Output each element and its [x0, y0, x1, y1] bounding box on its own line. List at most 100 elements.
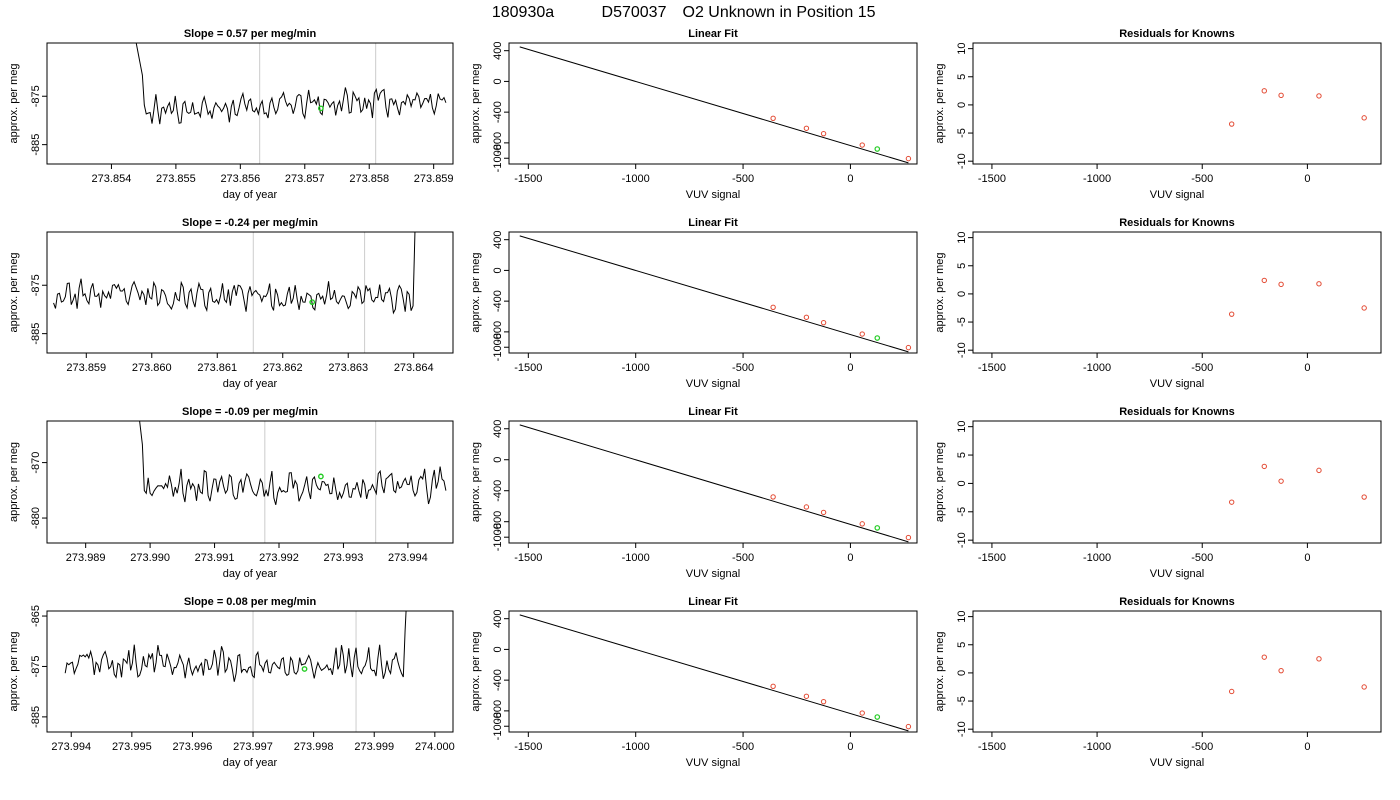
- x-tick-label: 0: [847, 741, 853, 753]
- residual-point: [1316, 93, 1322, 99]
- y-axis-label: approx. per meg: [8, 442, 20, 522]
- panel-title: Linear Fit: [688, 217, 738, 229]
- panel-row4-linear-fit: Linear Fit-1500 -1000 -500 0-1000-800-40004…: [470, 596, 918, 769]
- residual-point: [1228, 499, 1235, 505]
- known-point: [820, 130, 827, 137]
- panel-title: Linear Fit: [688, 28, 738, 40]
- x-axis-label: VUV signal: [686, 568, 740, 580]
- y-tick-label: 0: [492, 457, 504, 463]
- x-tick-label: -500: [732, 741, 754, 753]
- y-axis-label: approx. per meg: [470, 442, 482, 522]
- x-tick-label: 0: [1304, 362, 1310, 374]
- x-axis-label: VUV signal: [686, 757, 740, 769]
- title-description: O2 Unknown in Position 15: [683, 4, 876, 21]
- unknown-point: [874, 335, 881, 341]
- residual-point: [1278, 92, 1284, 99]
- x-tick-label: 273.998: [294, 741, 334, 753]
- x-tick-label: -1500: [978, 362, 1006, 374]
- plot-frame: [508, 231, 918, 354]
- y-tick-label: 0: [492, 78, 504, 84]
- x-tick-label: 274.000: [415, 741, 455, 753]
- panel-title: Residuals for Knowns: [1119, 28, 1235, 40]
- x-tick-label: 0: [847, 362, 853, 374]
- plot-frame: [972, 610, 1382, 733]
- panel-title: Slope = 0.08 per meg/min: [184, 596, 317, 608]
- panel-row1-timeseries: Slope = 0.57 per meg/min 273.854 273.855 27…: [8, 28, 454, 201]
- known-point: [859, 142, 865, 148]
- x-tick-label: 273.994: [388, 552, 428, 564]
- y-tick-label: 10: [956, 43, 968, 55]
- x-tick-label: -1000: [622, 173, 650, 185]
- panel-row1-linear-fit: Linear Fit-1500 -1000 -500 0-1000-800-40004…: [470, 28, 918, 201]
- fit-line: [519, 424, 909, 543]
- known-point: [905, 723, 912, 730]
- x-tick-label: -500: [732, 552, 754, 564]
- x-tick-label: 0: [847, 173, 853, 185]
- known-point: [770, 683, 776, 689]
- x-tick-label: 273.864: [394, 362, 434, 374]
- x-tick-label: 273.993: [324, 552, 364, 564]
- unknown-marker: [317, 105, 324, 112]
- unknown-point: [874, 525, 881, 531]
- x-tick-label: 0: [1304, 741, 1310, 753]
- unknown-marker: [309, 299, 316, 306]
- x-tick-label: 273.862: [263, 362, 303, 374]
- residual-point: [1361, 305, 1367, 311]
- x-tick-label: 273.999: [354, 741, 394, 753]
- x-tick-label: -1500: [514, 552, 542, 564]
- x-axis-label: VUV signal: [686, 189, 740, 201]
- residual-point: [1261, 654, 1267, 660]
- y-tick-label: -5: [956, 128, 968, 138]
- y-tick-label: 0: [492, 267, 504, 273]
- title-run-id: 180930a: [492, 4, 554, 21]
- y-tick-label: 5: [956, 452, 968, 458]
- y-tick-label: 0: [956, 291, 968, 297]
- y-axis-label: approx. per meg: [470, 63, 482, 143]
- y-tick-label: -885: [30, 706, 42, 728]
- y-tick-label: -800: [492, 132, 504, 154]
- panel-title: Residuals for Knowns: [1119, 596, 1235, 608]
- residual-point: [1361, 115, 1367, 121]
- x-tick-label: 273.857: [285, 173, 325, 185]
- x-tick-label: -500: [1191, 362, 1213, 374]
- x-axis-label: VUV signal: [1150, 378, 1204, 390]
- known-point: [905, 344, 912, 351]
- known-point: [803, 504, 810, 510]
- x-tick-label: -500: [1191, 173, 1213, 185]
- known-point: [803, 125, 810, 131]
- y-tick-label: -5: [956, 507, 968, 517]
- panel-row4-residuals: Residuals for Knowns -1500 -1000 -500 0 -10 -5…: [934, 596, 1382, 769]
- y-axis-label: approx. per meg: [934, 252, 946, 332]
- x-tick-label: -1000: [622, 362, 650, 374]
- known-point: [859, 521, 865, 527]
- x-tick-label: 273.855: [156, 173, 196, 185]
- x-tick-label: 273.860: [132, 362, 172, 374]
- x-axis-label: day of year: [223, 189, 278, 201]
- y-tick-label: -885: [30, 323, 42, 345]
- residual-point: [1261, 277, 1267, 284]
- x-tick-label: -1000: [1083, 552, 1111, 564]
- x-tick-label: 273.991: [195, 552, 235, 564]
- y-tick-label: 400: [492, 610, 504, 628]
- plot-frame: [972, 231, 1382, 354]
- x-axis-label: VUV signal: [1150, 189, 1204, 201]
- known-point: [820, 698, 827, 705]
- x-tick-label: 273.995: [112, 741, 152, 753]
- x-tick-label: 273.854: [92, 173, 132, 185]
- plot-frame: [508, 420, 918, 544]
- known-point: [859, 331, 865, 337]
- y-axis-label: approx. per meg: [8, 63, 20, 143]
- panel-title: Linear Fit: [688, 596, 738, 608]
- residual-point: [1228, 311, 1235, 317]
- known-point: [820, 509, 827, 516]
- panel-row3-residuals: Residuals for Knowns -1500 -1000 -500 0 -10 -5…: [934, 406, 1382, 580]
- known-point: [770, 115, 776, 121]
- x-tick-label: 273.996: [173, 741, 213, 753]
- y-tick-label: 10: [956, 611, 968, 623]
- fit-line: [519, 46, 909, 164]
- y-axis-label: approx. per meg: [470, 631, 482, 711]
- x-tick-label: 273.997: [233, 741, 273, 753]
- x-tick-label: 273.859: [66, 362, 106, 374]
- timeseries-trace: [53, 232, 416, 315]
- x-tick-label: -500: [732, 362, 754, 374]
